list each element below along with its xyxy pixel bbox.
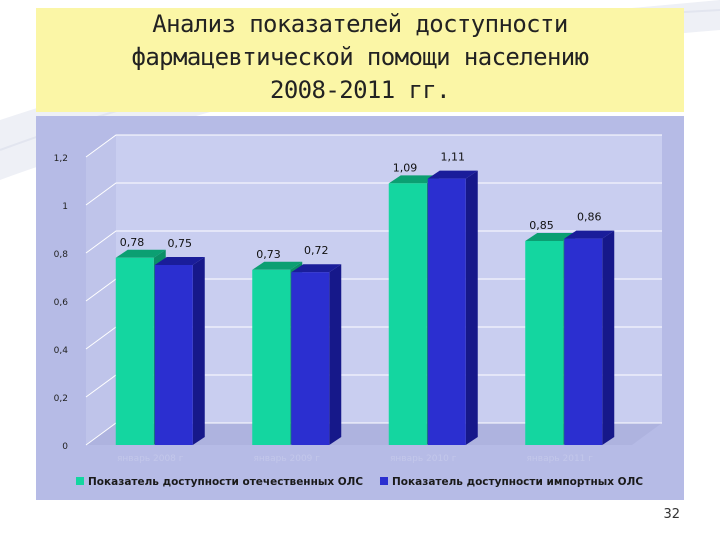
bar-top [525, 233, 576, 241]
slide-title-line-2: фармацевтической помощи населению [131, 43, 589, 71]
legend-swatch [76, 477, 84, 485]
bar-side [192, 257, 205, 445]
y-tick-label: 0 [62, 442, 68, 452]
data-label: 0,78 [120, 236, 145, 249]
bar [115, 257, 154, 445]
y-tick-label: 0,8 [54, 250, 69, 260]
data-label: 0,72 [304, 244, 329, 257]
bar [388, 183, 427, 445]
y-tick-label: 1,2 [54, 154, 68, 164]
y-tick-label: 1 [62, 202, 68, 212]
bar [525, 241, 564, 445]
page-number: 32 [663, 507, 680, 522]
bar-chart: 0 0,2 0,4 0,6 0,8 1 1,2 0,78 0,75 январь 2008 г 0,… [36, 116, 684, 500]
bar-top [564, 230, 615, 239]
data-label: 0,75 [168, 237, 193, 250]
y-tick-label: 0,4 [54, 346, 69, 356]
x-tick-label: январь 2011 г [527, 454, 594, 464]
bar [291, 272, 330, 445]
bar-side [329, 264, 342, 445]
x-tick-label: январь 2008 г [117, 454, 184, 464]
slide-title-line-1: Анализ показателей доступности [152, 10, 568, 38]
data-label: 0,86 [577, 211, 602, 224]
bar-top [427, 170, 478, 179]
bar-top [291, 264, 342, 273]
legend-label: Показатель доступности импортных ОЛС [392, 476, 643, 488]
x-tick-label: январь 2010 г [390, 454, 457, 464]
y-tick-label: 0,2 [54, 394, 68, 404]
slide-title-line-3: 2008-2011 гг. [269, 76, 451, 104]
legend-label: Показатель доступности отечественных ОЛС [88, 476, 363, 488]
data-label: 0,85 [529, 219, 554, 232]
bar [154, 265, 193, 445]
bar [252, 269, 291, 445]
bar-side [465, 170, 478, 445]
bar [427, 178, 466, 445]
x-tick-label: январь 2009 г [254, 454, 321, 464]
gridline [85, 230, 662, 254]
bar-top [252, 261, 303, 270]
legend-swatch [380, 477, 388, 485]
gridline [85, 182, 662, 206]
chart-floor [86, 423, 662, 445]
y-tick-label: 0,6 [54, 298, 69, 308]
gridline [85, 134, 662, 158]
data-label: 0,73 [256, 248, 281, 261]
bar-top [388, 175, 439, 184]
bar-side [602, 230, 615, 445]
data-label: 1,11 [441, 151, 466, 164]
bar-top [154, 257, 205, 265]
bar [564, 238, 603, 445]
bar-top [115, 249, 166, 258]
data-label: 1,09 [393, 161, 418, 174]
title-box: Анализ показателей доступности фармацевт… [36, 8, 684, 112]
